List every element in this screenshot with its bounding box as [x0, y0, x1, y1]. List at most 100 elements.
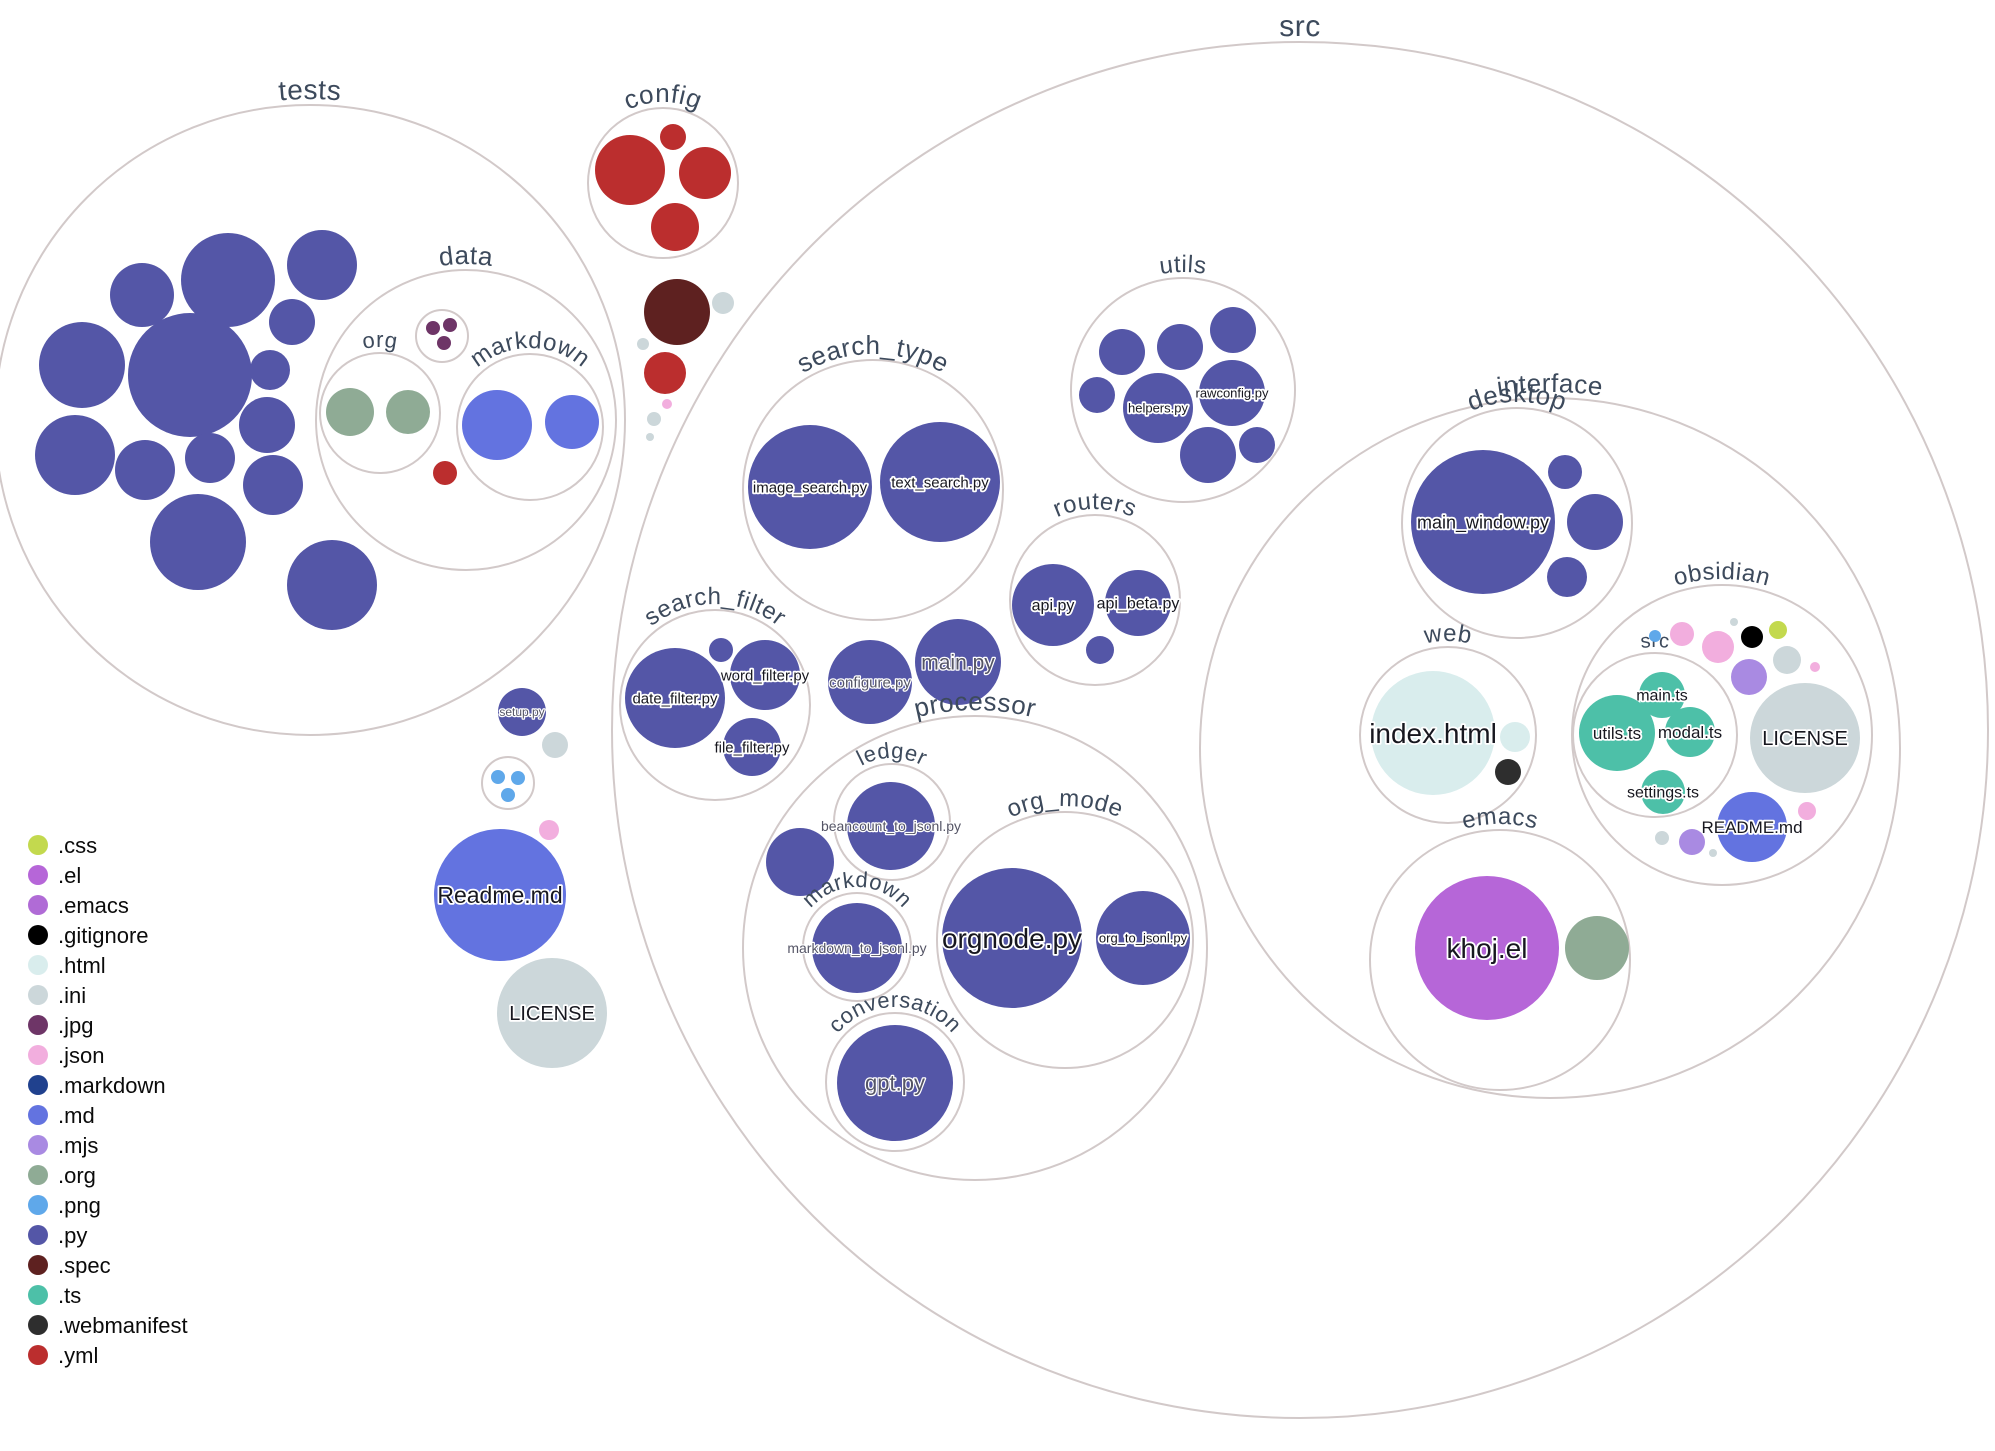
- file-label: index.html: [1369, 718, 1497, 749]
- file-yml-file: [433, 461, 457, 485]
- file-py-file: [115, 440, 175, 500]
- yml-circle: [651, 203, 699, 251]
- file-py-file: [39, 322, 125, 408]
- legend-dot-yml: [28, 1345, 48, 1365]
- file-label: main.ts: [1636, 688, 1688, 705]
- file-label: date_filter.py: [632, 690, 718, 707]
- py-circle: [1180, 427, 1236, 483]
- folder-tests: tests: [0, 74, 626, 736]
- file-jpg-file: [426, 321, 440, 335]
- mjs-circle: [1679, 829, 1705, 855]
- py-circle: [1105, 570, 1171, 636]
- file-png-file: [501, 788, 515, 802]
- file-ini-file: [647, 412, 661, 426]
- file-jpg-file: [437, 336, 451, 350]
- ini-circle: [1750, 683, 1860, 793]
- file-py-file: [287, 230, 357, 300]
- file-json-file: [1702, 631, 1734, 663]
- py-circle: [1012, 564, 1094, 646]
- py-circle: [1123, 373, 1193, 443]
- file-label: markdown_to_jsonl.py: [787, 940, 926, 956]
- py-circle: [1086, 636, 1114, 664]
- ini-circle: [1655, 831, 1669, 845]
- gitignore-circle: [1741, 626, 1763, 648]
- py-circle: [709, 638, 733, 662]
- file-label: main_window.py: [1417, 512, 1549, 533]
- py-circle: [250, 350, 290, 390]
- py-circle: [498, 688, 546, 736]
- file-api.py: api.py: [1012, 564, 1094, 646]
- json-circle: [1798, 802, 1816, 820]
- ini-circle: [647, 412, 661, 426]
- md-circle: [434, 829, 566, 961]
- file-label: README.md: [1701, 818, 1802, 837]
- file-text_search.py: text_search.py: [880, 422, 1000, 542]
- file-main.py: main.py: [915, 619, 1001, 705]
- folder-label: src: [1279, 10, 1321, 43]
- jpg-circle: [443, 318, 457, 332]
- file-png-file: [511, 771, 525, 785]
- mjs-circle: [1731, 659, 1767, 695]
- file-configure.py: configure.py: [828, 640, 913, 724]
- file-settings.ts: settings.ts: [1625, 770, 1701, 814]
- json-circle: [662, 399, 672, 409]
- legend-dot-jpg: [28, 1015, 48, 1035]
- file-org-file: [326, 388, 374, 436]
- file-py-file: [269, 299, 315, 345]
- file-spec-file: [644, 279, 710, 345]
- file-gitignore-file: [1741, 626, 1763, 648]
- file-label: LICENSE: [509, 1003, 595, 1025]
- file-py-file: [1079, 377, 1115, 413]
- ini-circle: [1730, 618, 1738, 626]
- py-circle: [812, 903, 902, 993]
- py-circle: [110, 263, 174, 327]
- md-circle: [545, 395, 599, 449]
- legend-dot-json: [28, 1045, 48, 1065]
- file-khoj.el: khoj.el: [1415, 876, 1559, 1020]
- file-ini-file: [1709, 849, 1717, 857]
- legend-dot-mjs: [28, 1135, 48, 1155]
- legend-dot-html: [28, 955, 48, 975]
- yml-circle: [660, 124, 686, 150]
- file-py-file: [1567, 494, 1623, 550]
- legend-dot-markdown: [28, 1075, 48, 1095]
- py-circle: [1099, 329, 1145, 375]
- file-LICENSE: LICENSE: [1750, 683, 1860, 793]
- legend-label-json: .json: [58, 1043, 104, 1068]
- file-ini-file: [1730, 618, 1738, 626]
- py-circle: [1210, 307, 1256, 353]
- file-py-file: [243, 455, 303, 515]
- py-circle: [1411, 450, 1555, 594]
- py-circle: [1157, 324, 1203, 370]
- legend-label-gitignore: .gitignore: [58, 923, 149, 948]
- file-label: orgnode.py: [942, 923, 1082, 954]
- file-label: LICENSE: [1762, 728, 1848, 750]
- file-py-file: [150, 494, 246, 590]
- file-yml-file: [660, 124, 686, 150]
- spec-circle: [644, 279, 710, 345]
- webmanifest-circle: [1495, 759, 1521, 785]
- legend: .css .el .emacs .gitignore .html .ini .jpg .jso…: [28, 833, 188, 1368]
- py-circle: [185, 433, 235, 483]
- file-orgnode.py: orgnode.py: [940, 868, 1084, 1008]
- file-file_filter.py: file_filter.py: [713, 718, 792, 776]
- yml-circle: [433, 461, 457, 485]
- folder-label: emacs: [1459, 803, 1541, 835]
- py-circle: [39, 322, 125, 408]
- file-label: image_search.py: [753, 479, 868, 496]
- file-date_filter.py: date_filter.py: [625, 648, 725, 748]
- py-circle: [1199, 360, 1265, 426]
- file-png-file: [1649, 630, 1661, 642]
- legend-label-png: .png: [58, 1193, 101, 1218]
- html-circle: [1371, 671, 1495, 795]
- file-label: word_filter.py: [720, 667, 810, 684]
- folder-circle: [0, 104, 626, 736]
- file-label: text_search.py: [891, 474, 989, 491]
- ts-circle: [1665, 707, 1715, 757]
- legend-label-mjs: .mjs: [58, 1133, 98, 1158]
- py-circle: [287, 230, 357, 300]
- file-helpers.py: helpers.py: [1123, 373, 1193, 443]
- legend-dot-ts: [28, 1285, 48, 1305]
- file-index.html: index.html: [1367, 671, 1499, 795]
